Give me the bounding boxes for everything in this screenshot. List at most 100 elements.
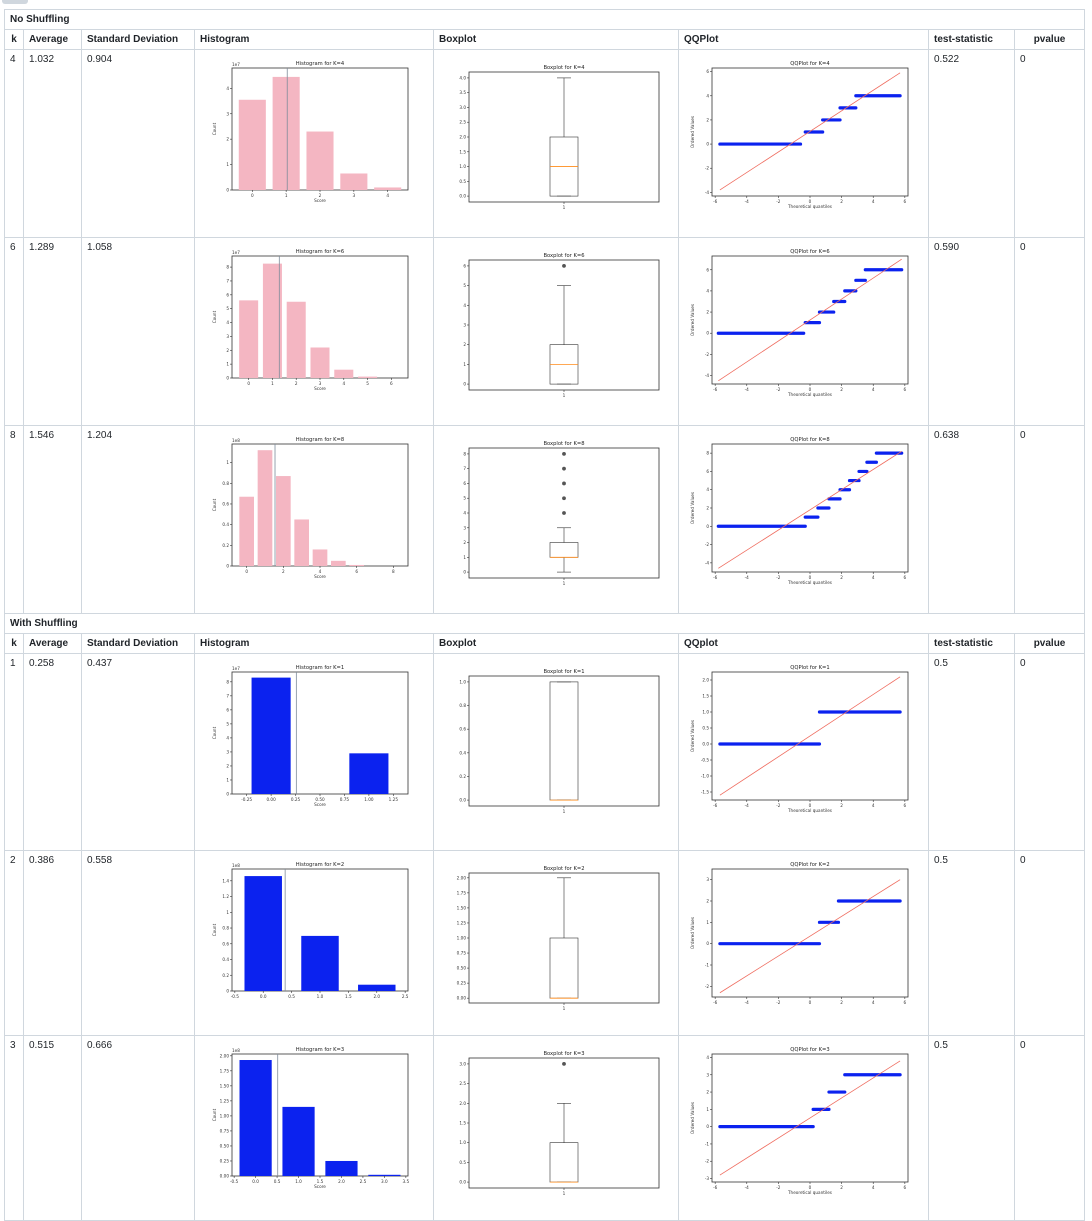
cell-boxplot: 0 1 2 3 4 5 6 7 8 1 Boxplot for K=8 xyxy=(433,425,679,614)
y-multiplier: 1e7 xyxy=(232,62,240,67)
y-tick-label: 2.0 xyxy=(459,1101,466,1106)
x-tick-label: 2.0 xyxy=(373,994,380,999)
x-tick-label: -2 xyxy=(776,1000,781,1005)
y-tick-label: 1.00 xyxy=(220,1113,230,1118)
y-tick-label: 0.6 xyxy=(222,941,229,946)
cell-boxplot: 0.0 0.2 0.4 0.6 0.8 1.0 1 Boxplot for K=1 xyxy=(433,653,679,851)
x-tick-label: 1 xyxy=(563,581,566,586)
cell-pvalue: 0 xyxy=(1013,425,1086,614)
header-qqplot: QQPlot xyxy=(678,29,929,50)
y-axis-label: Ordered Values xyxy=(690,304,695,336)
y-tick-label: 0.00 xyxy=(220,1174,230,1179)
y-tick-label: 2.5 xyxy=(459,120,466,125)
y-tick-label: 1 xyxy=(706,920,709,925)
header-average: Average xyxy=(23,633,82,654)
x-axis-label: Score xyxy=(314,198,326,203)
x-tick-label: -2 xyxy=(776,1185,781,1190)
x-tick-label: -0.25 xyxy=(241,797,252,802)
qqplot-chart: -6 -4 -2 0 2 4 6 -1.5 -1.0 -0.5 0.0 0.5 1.0 1.5 2.0 QQP… xyxy=(690,665,909,813)
cell-qqplot: -6 -4 -2 0 2 4 6 -4 -2 0 2 4 6 QQPlot for K=6 Theoreti… xyxy=(678,237,929,426)
x-tick-label: 2 xyxy=(282,569,285,574)
y-tick-label: 3.5 xyxy=(459,90,466,95)
histogram-bar xyxy=(358,984,396,991)
qqplot-title: QQPlot for K=8 xyxy=(790,437,829,443)
x-tick-label: -2 xyxy=(776,199,781,204)
histogram-title: Histogram for K=1 xyxy=(296,665,344,671)
x-tick-label: 0 xyxy=(809,199,812,204)
cell-standard-deviation: 1.058 xyxy=(81,237,195,426)
y-tick-label: 2.00 xyxy=(220,1053,230,1058)
histogram-chart: 0 2 4 6 8 0 0.2 0.4 0.6 0.8 1 Histogram for K=8 1e8 S… xyxy=(212,437,409,579)
header-qqplot: QQplot xyxy=(678,633,929,654)
header-average: Average xyxy=(23,29,82,50)
boxplot-chart: 0.00 0.25 0.50 0.75 1.00 1.25 1.50 1.75 2.00 1 Box… xyxy=(457,866,660,1011)
x-tick-label: 0.5 xyxy=(288,994,295,999)
section-title: With Shuffling xyxy=(3,613,1086,634)
y-tick-label: 0.4 xyxy=(459,750,466,755)
x-tick-label: 2.5 xyxy=(402,994,409,999)
y-tick-label: 2 xyxy=(463,342,466,347)
x-tick-label: 1.5 xyxy=(345,994,352,999)
y-tick-label: 1 xyxy=(226,162,229,167)
y-tick-label: 0.75 xyxy=(220,1128,230,1133)
x-tick-label: -4 xyxy=(745,1185,750,1190)
x-tick-label: 4 xyxy=(872,1185,875,1190)
outlier-point xyxy=(562,1062,566,1066)
x-tick-label: -6 xyxy=(713,1185,718,1190)
y-tick-label: 0 xyxy=(706,142,709,147)
cell-qqplot: -6 -4 -2 0 2 4 6 -3 -2 -1 0 1 2 3 4 QQPlot for K=3 Theor… xyxy=(678,1035,929,1221)
y-tick-label: 1.25 xyxy=(220,1098,230,1103)
boxplot-chart: 0.0 0.2 0.4 0.6 0.8 1.0 1 Boxplot for K=1 xyxy=(459,669,660,814)
y-tick-label: 0.0 xyxy=(702,742,709,747)
histogram-bar xyxy=(368,1174,401,1176)
x-tick-label: 2 xyxy=(840,1000,843,1005)
y-tick-label: -2 xyxy=(705,166,710,171)
y-tick-label: 3 xyxy=(226,111,229,116)
x-tick-label: 8 xyxy=(392,569,395,574)
x-tick-label: 1 xyxy=(271,381,274,386)
y-tick-label: 0.8 xyxy=(459,703,466,708)
cell-k: 3 xyxy=(4,1035,24,1221)
qq-reference-line xyxy=(719,1060,901,1176)
x-tick-label: 2.0 xyxy=(338,1179,345,1184)
header-test-statistic: test-statistic xyxy=(928,633,1015,654)
cell-standard-deviation: 0.558 xyxy=(81,850,195,1036)
histogram-chart: -0.25 0.00 0.25 0.50 0.75 1.00 1.25 0 1 2 3 4 5 6 7 8 Hi… xyxy=(212,665,409,807)
y-tick-label: 1.25 xyxy=(457,920,467,925)
x-tick-label: 1 xyxy=(563,1191,566,1196)
x-tick-label: 0 xyxy=(247,381,250,386)
y-tick-label: 3 xyxy=(706,877,709,882)
y-tick-label: 0.5 xyxy=(459,1160,466,1165)
histogram-bar xyxy=(239,300,259,378)
section-row: No Shuffling xyxy=(3,9,1086,30)
cell-qqplot: -6 -4 -2 0 2 4 6 -4 -2 0 2 4 6 8 QQPlot for K=8 Theoret… xyxy=(678,425,929,614)
y-tick-label: -3 xyxy=(705,1176,710,1181)
boxplot-title: Boxplot for K=2 xyxy=(543,866,584,872)
qqplot-title: QQPlot for K=6 xyxy=(790,249,829,255)
x-tick-label: 4 xyxy=(386,193,389,198)
histogram-bar xyxy=(334,369,354,378)
y-axis-label: Ordered Values xyxy=(690,720,695,752)
x-tick-label: 2 xyxy=(840,199,843,204)
y-tick-label: 5 xyxy=(226,721,229,726)
y-tick-label: 8 xyxy=(463,451,466,456)
y-tick-label: 2 xyxy=(706,506,709,511)
header-k: k xyxy=(4,633,24,654)
y-tick-label: 1.5 xyxy=(459,149,466,154)
histogram-bar xyxy=(331,560,346,566)
y-axis-label: Count xyxy=(212,1108,217,1121)
histogram-bar xyxy=(257,450,273,566)
header-standard-deviation: Standard Deviation xyxy=(81,633,195,654)
x-tick-label: -4 xyxy=(745,803,750,808)
y-tick-label: -1.5 xyxy=(701,790,710,795)
x-axis-label: Score xyxy=(314,802,326,807)
cell-boxplot: 0.00 0.25 0.50 0.75 1.00 1.25 1.50 1.75 2.00 1 Box… xyxy=(433,850,679,1036)
x-tick-label: 1 xyxy=(563,205,566,210)
boxplot-chart: 0.0 0.5 1.0 1.5 2.0 2.5 3.0 1 Boxplot for K=3 xyxy=(459,1051,660,1196)
y-tick-label: 4 xyxy=(226,320,229,325)
header-pvalue: pvalue xyxy=(1013,29,1086,50)
y-tick-label: 0 xyxy=(706,941,709,946)
cell-histogram: -0.5 0.0 0.5 1.0 1.5 2.0 2.5 3.0 3.5 0.00 0.25 0.50… xyxy=(194,1035,434,1221)
y-tick-label: 7 xyxy=(226,693,229,698)
